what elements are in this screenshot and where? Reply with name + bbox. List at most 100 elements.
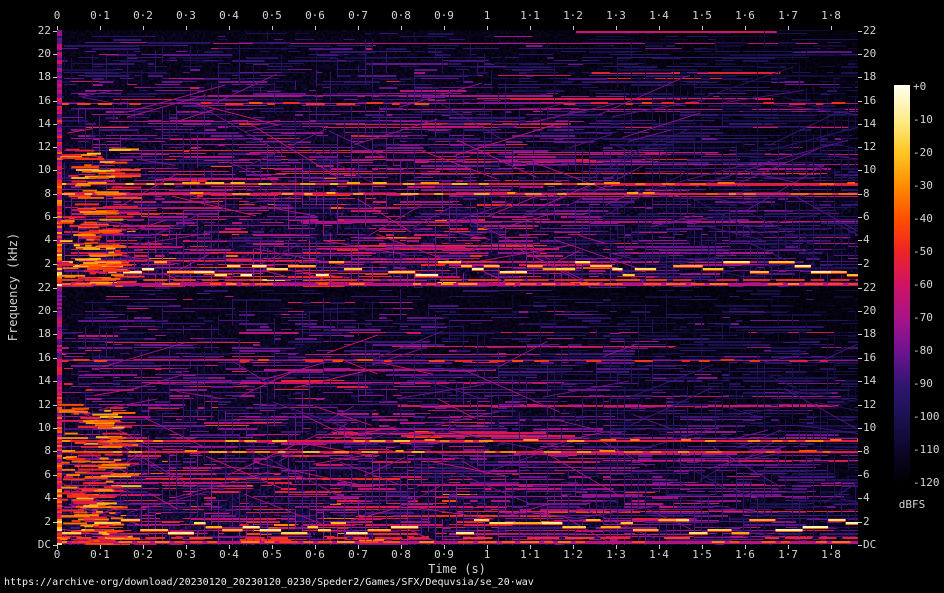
time-tick-label-bottom: 0·7 [348, 548, 368, 561]
freq-tick-label-left: 4 [44, 233, 51, 246]
time-tick-bottom [444, 545, 445, 549]
time-tick-label-bottom: 0·9 [434, 548, 454, 561]
time-tick-label-bottom: 1 [483, 548, 491, 561]
freq-tick-left [53, 498, 57, 499]
frequency-axis-title: Frequency (kHz) [6, 232, 20, 342]
footer-url: https://archive·org/download/20230120_20… [4, 577, 534, 588]
freq-tick-left [53, 147, 57, 148]
freq-tick-left [53, 522, 57, 523]
time-tick-label-top: 0·7 [348, 9, 368, 22]
freq-tick-label-left: 20 [37, 47, 51, 60]
freq-tick-left [53, 77, 57, 78]
freq-tick-label-right: 12 [863, 398, 877, 411]
freq-tick-label-left: 10 [37, 163, 51, 176]
freq-tick-right [858, 101, 862, 102]
freq-tick-left [53, 217, 57, 218]
freq-tick-left [53, 170, 57, 171]
time-tick-label-top: 1·2 [563, 9, 583, 22]
time-tick-bottom [186, 545, 187, 549]
freq-tick-label-right: 20 [863, 47, 877, 60]
dc-label-right: DC [863, 538, 877, 551]
time-tick-bottom [143, 545, 144, 549]
time-tick-top [100, 26, 101, 30]
freq-tick-label-left: 20 [37, 304, 51, 317]
freq-tick-right [858, 54, 862, 55]
freq-tick-left [53, 240, 57, 241]
freq-tick-left [53, 264, 57, 265]
freq-tick-label-left: 6 [44, 210, 51, 223]
time-tick-label-top: 1·7 [778, 9, 798, 22]
freq-tick-right [858, 311, 862, 312]
freq-tick-right [858, 147, 862, 148]
freq-tick-label-left: 22 [37, 24, 51, 37]
freq-tick-label-left: 2 [44, 257, 51, 270]
freq-tick-right [858, 405, 862, 406]
time-tick-label-bottom: 1·1 [520, 548, 540, 561]
freq-tick-label-right: 10 [863, 421, 877, 434]
time-tick-label-top: 1·8 [821, 9, 841, 22]
freq-tick-label-right: 20 [863, 304, 877, 317]
time-tick-label-bottom: 0·3 [176, 548, 196, 561]
colorbar-gradient [894, 85, 910, 484]
colorbar-tick-label: -100 [913, 410, 940, 423]
freq-tick-left [53, 31, 57, 32]
dbfs-unit-label: dBFS [898, 498, 926, 511]
time-axis-title: Time (s) [428, 562, 486, 576]
time-tick-bottom [530, 545, 531, 549]
dc-label-left: DC [37, 538, 51, 551]
time-tick-bottom [487, 545, 488, 549]
dc-tick-left [53, 545, 57, 546]
freq-tick-right [858, 264, 862, 265]
freq-tick-label-left: 4 [44, 491, 51, 504]
freq-tick-right [858, 334, 862, 335]
freq-tick-label-left: 14 [37, 374, 51, 387]
freq-tick-label-right: 18 [863, 70, 877, 83]
freq-tick-label-left: 14 [37, 117, 51, 130]
time-tick-label-top: 1·5 [692, 9, 712, 22]
time-tick-label-bottom: 1·5 [692, 548, 712, 561]
colorbar-tick-label: -30 [913, 179, 933, 192]
freq-tick-label-right: 8 [863, 187, 870, 200]
freq-tick-right [858, 522, 862, 523]
freq-tick-left [53, 381, 57, 382]
freq-tick-label-right: 12 [863, 140, 877, 153]
time-tick-label-top: 0·6 [305, 9, 325, 22]
freq-tick-label-right: 14 [863, 374, 877, 387]
spectrogram-channel-2 [57, 287, 858, 545]
time-tick-label-top: 1·1 [520, 9, 540, 22]
freq-tick-label-left: 8 [44, 444, 51, 457]
colorbar-tick-label: +0 [913, 80, 927, 93]
time-tick-bottom [100, 545, 101, 549]
freq-tick-label-right: 2 [863, 257, 870, 270]
freq-tick-right [858, 31, 862, 32]
time-tick-label-bottom: 0 [53, 548, 61, 561]
freq-tick-label-right: 18 [863, 327, 877, 340]
time-tick-top [788, 26, 789, 30]
freq-tick-right [858, 428, 862, 429]
freq-tick-left [53, 451, 57, 452]
time-tick-top [358, 26, 359, 30]
time-tick-label-bottom: 0·6 [305, 548, 325, 561]
colorbar-tick-label: -70 [913, 311, 933, 324]
time-tick-top [57, 26, 58, 30]
time-tick-top [616, 26, 617, 30]
colorbar-tick-label: -20 [913, 146, 933, 159]
freq-tick-right [858, 381, 862, 382]
freq-tick-left [53, 101, 57, 102]
time-tick-bottom [272, 545, 273, 549]
freq-tick-label-left: 16 [37, 94, 51, 107]
freq-tick-right [858, 358, 862, 359]
freq-tick-label-left: 8 [44, 187, 51, 200]
freq-tick-label-left: 6 [44, 468, 51, 481]
freq-tick-left [53, 428, 57, 429]
time-tick-top [143, 26, 144, 30]
time-tick-top [573, 26, 574, 30]
time-tick-top [530, 26, 531, 30]
time-tick-top [659, 26, 660, 30]
freq-tick-left [53, 194, 57, 195]
freq-tick-label-right: 2 [863, 515, 870, 528]
time-tick-bottom [573, 545, 574, 549]
freq-tick-label-right: 14 [863, 117, 877, 130]
freq-tick-left [53, 288, 57, 289]
